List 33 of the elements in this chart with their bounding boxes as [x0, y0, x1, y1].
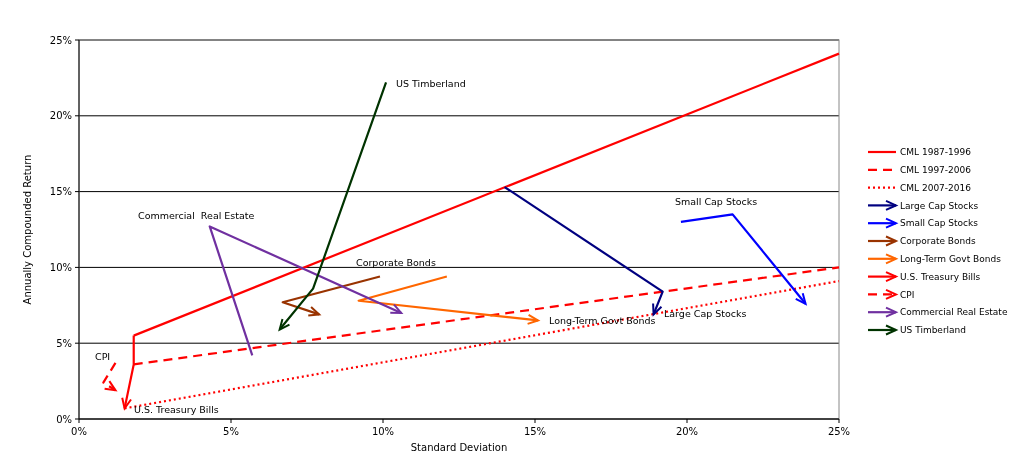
- y-tick-label: 0%: [56, 413, 72, 425]
- legend-label: CPI: [900, 289, 915, 300]
- x-tick-label: 10%: [371, 426, 395, 437]
- legend-label: Commercial Real Estate: [900, 307, 1008, 318]
- x-tick-label: 5%: [223, 426, 239, 437]
- y-tick-label: 10%: [49, 261, 72, 273]
- annotation: U.S. Treasury Bills: [134, 404, 219, 416]
- annotation: Long-Term Govt Bonds: [549, 315, 656, 327]
- annotation: CPI: [95, 351, 111, 363]
- legend-label: CML 2007-2016: [900, 182, 972, 193]
- legend-label: CML 1997-2006: [900, 164, 972, 175]
- legend-label: CML 1987-1996: [900, 147, 972, 158]
- x-tick-label: 15%: [523, 426, 547, 437]
- legend-label: Corporate Bonds: [900, 236, 976, 247]
- legend-label: Large Cap Stocks: [900, 200, 979, 211]
- x-tick-label: 20%: [675, 426, 699, 437]
- legend-label: Small Cap Stocks: [900, 218, 979, 229]
- annotation: US Timberland: [396, 78, 466, 90]
- y-tick-label: 15%: [49, 186, 72, 198]
- legend-label: US Timberland: [900, 325, 967, 336]
- legend-label: U.S. Treasury Bills: [900, 271, 981, 282]
- annotation: Commercial Real Estate: [138, 210, 255, 222]
- x-axis-title: Standard Deviation: [410, 442, 508, 453]
- annotation: Small Cap Stocks: [675, 196, 758, 208]
- x-tick-label: 0%: [71, 426, 87, 437]
- x-tick-label: 25%: [827, 426, 851, 437]
- y-tick-label: 20%: [49, 110, 72, 122]
- annotation: Large Cap Stocks: [664, 308, 747, 320]
- y-axis-title: Annually Compounded Return: [22, 154, 33, 305]
- y-tick-label: 5%: [56, 337, 72, 349]
- legend-label: Long-Term Govt Bonds: [900, 253, 1002, 264]
- annotation: Corporate Bonds: [356, 257, 436, 269]
- y-tick-label: 25%: [49, 34, 72, 46]
